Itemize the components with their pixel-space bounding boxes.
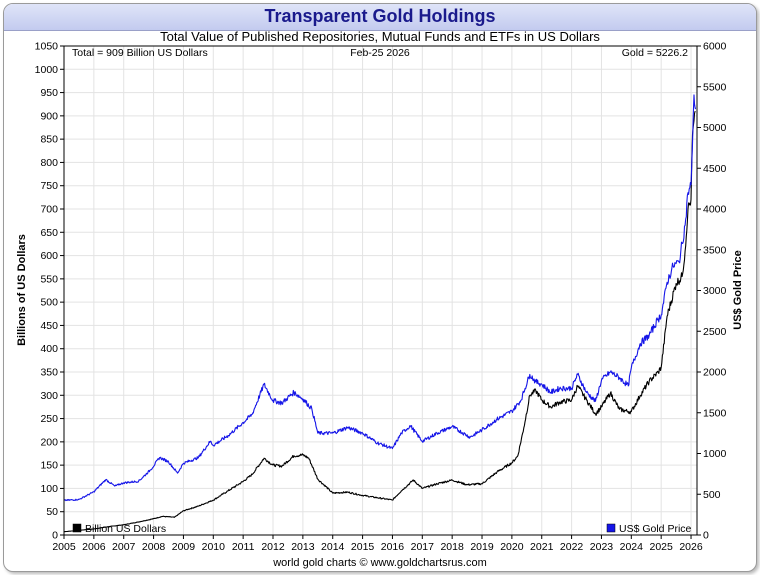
x-tick-label: 2019 [470,541,494,553]
legend-label-holdings: Billion US Dollars [85,523,166,535]
x-tick-label: 2022 [560,541,584,553]
y2-tick-label: 2000 [703,367,727,379]
y-tick-label: 850 [40,134,58,146]
date-annotation: Feb-25 2026 [350,47,410,59]
y-tick-label: 500 [40,297,58,309]
series-line-gold-price [63,94,697,502]
legend-holdings: Billion US Dollars [72,523,166,535]
y-tick-label: 650 [40,227,58,239]
y2-tick-label: 1500 [703,407,727,419]
x-tick-label: 2023 [590,541,614,553]
x-tick-label: 2005 [52,541,76,553]
footer-credit: world gold charts © www.goldchartsrus.co… [273,557,487,569]
legend-gold: US$ Gold Price [606,523,692,535]
x-tick-label: 2012 [261,541,285,553]
x-tick-label: 2015 [351,541,375,553]
y-tick-label: 1000 [35,64,59,76]
y2-tick-label: 3000 [703,285,727,297]
y-tick-label: 600 [40,250,58,262]
x-tick-label: 2006 [82,541,106,553]
y-tick-label: 300 [40,390,58,402]
y2-tick-label: 5000 [703,122,727,134]
y-tick-label: 200 [40,436,58,448]
plot-area [64,46,697,535]
x-tick-label: 2020 [500,541,524,553]
y-tick-label: 800 [40,157,58,169]
y-tick-label: 750 [40,180,58,192]
x-tick-label: 2018 [440,541,464,553]
y-tick-label: 350 [40,367,58,379]
y-tick-label: 950 [40,87,58,99]
y-tick-label: 100 [40,483,58,495]
y-tick-label: 0 [52,530,58,542]
x-tick-label: 2009 [172,541,196,553]
plot-border [63,45,698,536]
y-tick-label: 1050 [35,41,59,53]
x-tick-label: 2013 [291,541,315,553]
legend-swatch-gold [606,523,616,533]
x-tick-label: 2016 [381,541,405,553]
y2-tick-label: 3500 [703,244,727,256]
x-tick-label: 2025 [649,541,673,553]
x-tick-label: 2011 [232,541,255,553]
title-bar: Transparent Gold Holdings [4,4,756,31]
y2-tick-label: 5500 [703,81,727,93]
series-line-holdings [64,110,696,533]
x-tick-label: 2014 [321,541,345,553]
x-tick-label: 2026 [679,541,703,553]
y2-tick-label: 4000 [703,204,727,216]
y2-tick-label: 4500 [703,163,727,175]
x-tick-label: 2007 [112,541,136,553]
chart-subtitle: Total Value of Published Repositories, M… [160,29,600,44]
gold-annotation: Gold = 5226.2 [622,47,688,59]
x-tick-label: 2021 [530,541,554,553]
total-annotation: Total = 909 Billion US Dollars [72,47,208,59]
chart-title: Transparent Gold Holdings [264,6,496,26]
x-tick-label: 2017 [411,541,435,553]
gridlines [63,45,697,536]
y-tick-label: 250 [40,413,58,425]
y-tick-label: 550 [40,273,58,285]
legend-swatch-holdings [72,523,82,533]
y-tick-label: 450 [40,320,58,332]
series-lines [63,94,697,533]
y2-tick-label: 500 [703,489,721,501]
y-tick-label: 400 [40,343,58,355]
tick-labels: 0 50 100 150 200 250 300 350 400 450 500 550 600 650 7… [35,41,727,554]
x-tick-label: 2008 [142,541,166,553]
y-tick-label: 900 [40,110,58,122]
y2-tick-label: 2500 [703,326,727,338]
y2-tick-label: 0 [703,530,709,542]
x-tick-label: 2010 [202,541,226,553]
y-tick-label: 50 [46,506,58,518]
y-tick-label: 700 [40,204,58,216]
y2-tick-label: 6000 [703,41,727,53]
axes [60,45,701,539]
x-tick-label: 2024 [620,541,644,553]
legend-label-gold: US$ Gold Price [619,523,692,535]
y2-tick-label: 1000 [703,448,727,460]
y-tick-label: 150 [40,460,58,472]
